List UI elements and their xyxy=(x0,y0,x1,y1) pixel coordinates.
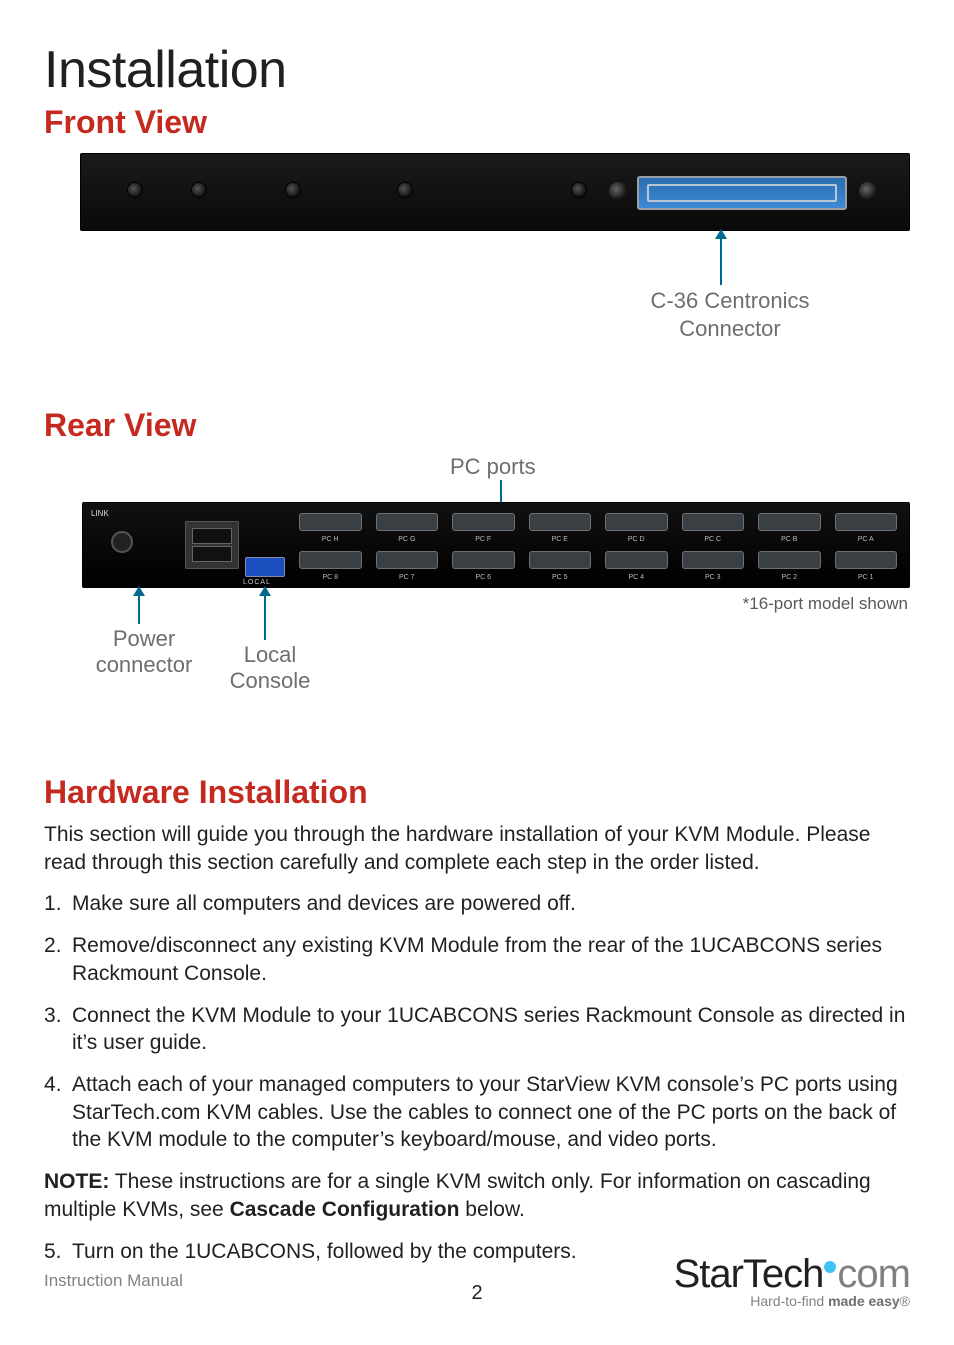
logo-text: StarTech com xyxy=(674,1252,910,1297)
port-label: PC B xyxy=(754,536,825,543)
link-text: LINK xyxy=(91,509,109,518)
pc-port: PC B xyxy=(754,511,825,541)
port-label: PC 2 xyxy=(754,574,825,581)
vga-connector xyxy=(299,513,362,531)
port-label: PC E xyxy=(525,536,596,543)
vga-connector xyxy=(452,513,515,531)
pc-port: PC G xyxy=(372,511,443,541)
panel-screw xyxy=(609,182,627,200)
pc-port: PC 3 xyxy=(678,549,749,579)
power-jack xyxy=(111,531,133,553)
local-console-label: Local Console xyxy=(220,642,320,695)
note-prefix: NOTE: xyxy=(44,1170,109,1193)
port-label: PC D xyxy=(601,536,672,543)
front-panel xyxy=(80,153,910,231)
vga-connector xyxy=(682,513,745,531)
panel-hole xyxy=(127,182,143,198)
pc-port: PC C xyxy=(678,511,749,541)
cascade-config-bold: Cascade Configuration xyxy=(230,1198,460,1221)
note-text-b: below. xyxy=(459,1198,524,1221)
vga-connector xyxy=(758,513,821,531)
step-item: Remove/disconnect any existing KVM Modul… xyxy=(44,932,910,987)
vga-connector xyxy=(299,551,362,569)
callout-arrow xyxy=(138,588,140,624)
pc-port: PC D xyxy=(601,511,672,541)
logo-grey: com xyxy=(837,1252,910,1296)
power-area: LINK xyxy=(91,509,179,581)
panel-screw xyxy=(859,182,877,200)
page-title: Installation xyxy=(44,40,910,100)
local-vga xyxy=(245,557,285,577)
hardware-installation-heading: Hardware Installation xyxy=(44,774,910,811)
installation-steps: Make sure all computers and devices are … xyxy=(44,890,910,1154)
panel-hole xyxy=(285,182,301,198)
port-label: PC A xyxy=(831,536,902,543)
centronics-label: C-36 Centronics Connector xyxy=(620,287,840,342)
vga-connector xyxy=(835,551,898,569)
pc-ports-label: PC ports xyxy=(450,454,536,480)
vga-connector xyxy=(605,513,668,531)
vga-connector xyxy=(529,513,592,531)
port-label: PC C xyxy=(678,536,749,543)
pc-port: PC A xyxy=(831,511,902,541)
vga-connector xyxy=(758,551,821,569)
callout-line xyxy=(500,480,502,502)
vga-connector xyxy=(529,551,592,569)
pc-port: PC 7 xyxy=(372,549,443,579)
port-label: PC 3 xyxy=(678,574,749,581)
vga-connector xyxy=(376,551,439,569)
logo-dot-icon xyxy=(824,1261,836,1273)
step-item: Connect the KVM Module to your 1UCABCONS… xyxy=(44,1002,910,1057)
pc-port: PC 4 xyxy=(601,549,672,579)
usb-block xyxy=(185,521,239,569)
port-label: PC G xyxy=(372,536,443,543)
port-label: PC 1 xyxy=(831,574,902,581)
vga-connector xyxy=(835,513,898,531)
panel-hole xyxy=(191,182,207,198)
power-connector-label: Power connector xyxy=(84,626,204,679)
vga-connector xyxy=(682,551,745,569)
step-item: Make sure all computers and devices are … xyxy=(44,890,910,918)
front-view-heading: Front View xyxy=(44,104,910,141)
pc-port: PC F xyxy=(448,511,519,541)
brand-logo: StarTechcom Hard-to-find made easy® xyxy=(674,1252,910,1309)
vga-connector xyxy=(605,551,668,569)
pc-port: PC E xyxy=(525,511,596,541)
pc-port-grid: PC H PC G PC F PC E PC D PC C PC B PC A PC 8 PC … xyxy=(295,511,901,579)
rear-view-diagram: PC ports LINK LOCAL PC H PC G PC F PC E PC D… xyxy=(44,456,910,706)
port-label: PC 7 xyxy=(372,574,443,581)
callout-arrow xyxy=(720,231,722,285)
local-text: LOCAL xyxy=(243,579,271,586)
pc-port: PC 6 xyxy=(448,549,519,579)
front-view-diagram: C-36 Centronics Connector xyxy=(80,153,910,353)
pc-port: PC 2 xyxy=(754,549,825,579)
logo-black: StarTech xyxy=(674,1252,824,1296)
vga-connector xyxy=(376,513,439,531)
centronics-connector xyxy=(637,176,847,210)
panel-hole xyxy=(571,182,587,198)
port-label: PC 8 xyxy=(295,574,366,581)
rear-panel: LINK LOCAL PC HPC GPC FPC EPC DPC CPC BP… xyxy=(82,502,910,588)
panel-hole xyxy=(397,182,413,198)
port-label: PC H xyxy=(295,536,366,543)
port-label: PC 4 xyxy=(601,574,672,581)
model-note: *16-port model shown xyxy=(743,594,908,614)
port-label: PC 6 xyxy=(448,574,519,581)
vga-connector xyxy=(452,551,515,569)
rear-view-heading: Rear View xyxy=(44,407,910,444)
note-paragraph: NOTE: These instructions are for a singl… xyxy=(44,1168,910,1223)
pc-port: PC 5 xyxy=(525,549,596,579)
step-item: Attach each of your managed computers to… xyxy=(44,1071,910,1154)
callout-arrow xyxy=(264,588,266,640)
pc-port: PC 8 xyxy=(295,549,366,579)
hardware-intro: This section will guide you through the … xyxy=(44,821,910,876)
port-label: PC F xyxy=(448,536,519,543)
pc-port: PC 1 xyxy=(831,549,902,579)
pc-port: PC H xyxy=(295,511,366,541)
port-label: PC 5 xyxy=(525,574,596,581)
